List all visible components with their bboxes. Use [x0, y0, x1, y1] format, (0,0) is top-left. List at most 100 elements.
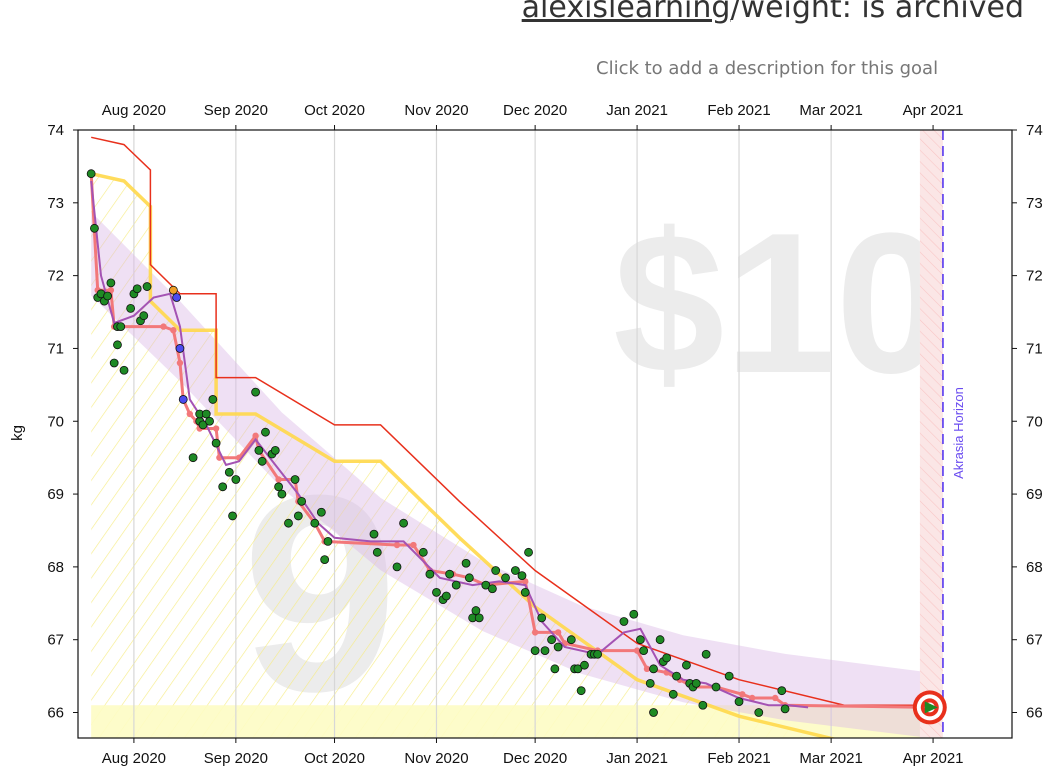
datapoint: [445, 569, 455, 579]
datapoint: [251, 387, 260, 397]
datapoint: [198, 420, 208, 430]
aggregate-point: [275, 476, 282, 483]
y-axis-label: kg: [9, 425, 26, 441]
datapoint: [257, 456, 267, 466]
plot-area: $109: [86, 130, 947, 738]
datapoint: [649, 708, 658, 717]
aggregate-point: [554, 629, 562, 636]
datapoint: [254, 445, 264, 455]
datapoint-blue: [172, 293, 182, 302]
y-tick-label-left: 71: [47, 340, 64, 357]
x-tick-label-bottom: Dec 2020: [503, 750, 567, 767]
plot-frame: [77, 129, 1013, 739]
x-tick-label-top: Dec 2020: [503, 102, 567, 119]
datapoint: [668, 689, 678, 699]
datapoint: [418, 547, 428, 557]
x-tick-label-bottom: Oct 2020: [304, 750, 365, 767]
datapoint: [399, 518, 408, 528]
aggregate-point: [410, 541, 417, 549]
datapoint: [754, 708, 764, 717]
datapoint: [777, 686, 787, 696]
datapoint: [520, 587, 530, 597]
x-tick-label-top: Mar 2021: [799, 102, 862, 119]
datapoint: [491, 566, 501, 575]
datapoint-blue: [178, 395, 188, 404]
datapoint: [662, 653, 672, 663]
datapoint: [231, 475, 241, 484]
datapoint: [290, 475, 300, 484]
datapoint: [481, 580, 491, 590]
datapoint: [323, 537, 333, 546]
datapoint: [517, 571, 527, 581]
moving-average-line: [90, 180, 809, 709]
datapoint: [224, 467, 234, 477]
target-arrow: [924, 701, 938, 714]
datapoint: [540, 646, 550, 656]
datapoint: [86, 169, 96, 179]
datapoint: [711, 682, 721, 692]
aggregate-point: [531, 629, 539, 636]
datapoint: [655, 635, 665, 645]
datapoint: [201, 409, 211, 419]
datapoint: [116, 322, 126, 331]
datapoint: [270, 445, 280, 455]
datapoint: [316, 507, 326, 517]
datapoint: [441, 591, 451, 601]
datapoint: [524, 547, 533, 557]
datapoint: [471, 606, 481, 615]
datapoint: [297, 496, 307, 506]
datapoint: [113, 340, 122, 350]
x-tick-label-top: Sep 2020: [204, 102, 268, 119]
datapoint: [103, 291, 112, 301]
datapoint: [119, 365, 129, 375]
y-tick-label-left: 67: [47, 632, 64, 649]
aggregate-point: [739, 691, 746, 698]
aggregate-point: [772, 694, 779, 702]
datapoint: [218, 482, 228, 492]
y-tick-label-left: 69: [47, 486, 64, 503]
datapoint: [701, 649, 711, 659]
datapoint: [487, 584, 497, 594]
goal-title: alexislearning/weight: is archived: [522, 0, 1024, 25]
aggregate-point: [393, 541, 401, 549]
datapoint: [698, 700, 708, 710]
y-tick-label-left: 66: [47, 705, 64, 722]
datapoint: [573, 664, 583, 674]
datapoint: [691, 678, 701, 688]
x-tick-label-bottom: Mar 2021: [799, 750, 862, 767]
y-tick-label-right: 67: [1026, 632, 1043, 649]
datapoint: [451, 580, 461, 590]
datapoint: [109, 358, 119, 368]
datapoint: [139, 311, 149, 321]
aggregate-point: [176, 359, 184, 367]
aggregate-point: [186, 410, 194, 418]
aggregate-point: [522, 578, 529, 585]
x-tick-label-top: Oct 2020: [304, 102, 365, 119]
aggregate-point: [160, 323, 167, 330]
datapoint: [511, 566, 520, 575]
datapoint: [392, 562, 402, 572]
datapoint: [277, 489, 287, 499]
datapoint: [550, 664, 560, 674]
datapoint: [126, 303, 136, 313]
x-tick-label-bottom: Sep 2020: [204, 750, 268, 767]
datapoint: [284, 518, 293, 528]
datapoint: [464, 573, 474, 583]
datapoint: [188, 453, 198, 463]
x-tick-label-bottom: Feb 2021: [707, 750, 770, 767]
datapoint: [724, 671, 734, 681]
datapoint: [501, 573, 510, 583]
goal-user-link[interactable]: alexislearning: [521, 0, 731, 25]
x-tick-label-bottom: Apr 2021: [903, 750, 964, 767]
x-tick-label-bottom: Nov 2020: [404, 750, 468, 767]
aggregate-point: [643, 665, 651, 673]
datapoint: [566, 635, 576, 645]
x-tick-label-top: Apr 2021: [903, 102, 964, 119]
x-tick-label-bottom: Aug 2020: [102, 750, 166, 767]
datapoint-blue: [175, 344, 185, 353]
y-tick-label-left: 74: [47, 122, 64, 139]
datapoint: [106, 278, 116, 288]
description-prompt[interactable]: Click to add a description for this goal: [596, 58, 939, 79]
datapoint: [619, 617, 629, 626]
